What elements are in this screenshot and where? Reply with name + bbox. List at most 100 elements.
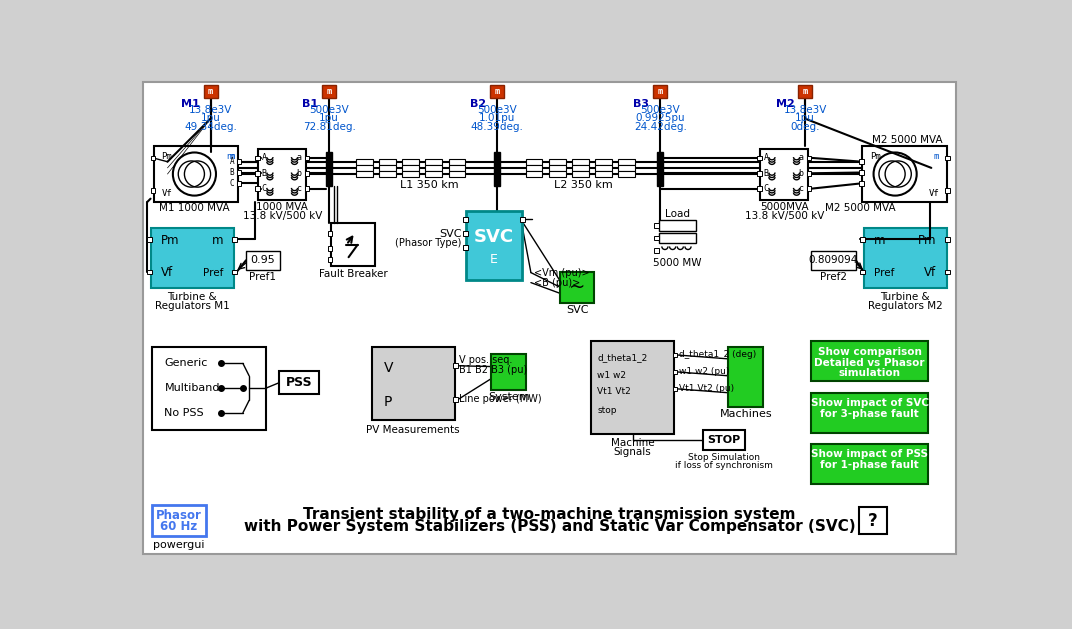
Text: Pm: Pm xyxy=(161,234,180,247)
Bar xyxy=(148,237,152,242)
Text: A: A xyxy=(229,157,235,166)
Bar xyxy=(757,155,762,160)
Text: m: m xyxy=(208,87,213,96)
Text: 13.8e3V: 13.8e3V xyxy=(189,105,233,114)
Text: ?: ? xyxy=(868,511,878,530)
Text: (Phasor Type): (Phasor Type) xyxy=(396,238,462,248)
Text: M2: M2 xyxy=(775,99,794,109)
Text: 500e3V: 500e3V xyxy=(477,105,517,114)
Bar xyxy=(653,86,667,98)
Bar xyxy=(356,171,373,177)
Bar xyxy=(328,247,332,251)
Text: Machine: Machine xyxy=(611,438,654,448)
Bar xyxy=(864,228,947,288)
Bar xyxy=(148,269,152,274)
Bar xyxy=(153,147,238,202)
Bar xyxy=(654,223,658,228)
Text: L2 350 km: L2 350 km xyxy=(554,180,613,190)
Text: Fault Breaker: Fault Breaker xyxy=(318,269,387,279)
Bar xyxy=(812,341,928,381)
Bar xyxy=(490,86,504,98)
Text: powergui: powergui xyxy=(153,540,205,550)
Text: M2 5000 MVA: M2 5000 MVA xyxy=(873,135,943,145)
Bar xyxy=(859,181,864,186)
Text: A: A xyxy=(262,153,267,162)
Bar xyxy=(595,165,612,171)
Text: 0.9925pu: 0.9925pu xyxy=(636,113,685,123)
Bar xyxy=(812,251,855,269)
Text: 1pu: 1pu xyxy=(795,113,815,123)
Bar xyxy=(152,505,206,536)
Text: Vf: Vf xyxy=(161,266,174,279)
Bar xyxy=(255,171,259,175)
Text: Pm: Pm xyxy=(918,234,936,247)
Bar xyxy=(233,237,237,242)
Bar xyxy=(233,269,237,274)
Bar xyxy=(657,152,664,186)
Bar xyxy=(571,171,589,177)
Bar xyxy=(150,155,155,160)
Text: B: B xyxy=(763,169,769,178)
Text: if loss of synchronism: if loss of synchronism xyxy=(675,461,773,470)
Text: Phasor: Phasor xyxy=(157,509,202,523)
Text: System: System xyxy=(488,392,530,403)
Text: B1: B1 xyxy=(302,99,318,109)
Text: Detailed vs Phasor: Detailed vs Phasor xyxy=(815,358,925,368)
Bar xyxy=(757,186,762,191)
Bar xyxy=(525,171,542,177)
Bar xyxy=(672,353,678,357)
Bar xyxy=(617,159,635,165)
Bar xyxy=(672,387,678,391)
Text: m: m xyxy=(934,152,939,162)
Bar xyxy=(617,171,635,177)
Bar xyxy=(237,181,241,186)
Text: 500e3V: 500e3V xyxy=(310,105,349,114)
Bar xyxy=(372,347,455,420)
Bar xyxy=(204,86,218,98)
Bar xyxy=(617,165,635,171)
Text: 1pu: 1pu xyxy=(200,113,221,123)
Text: SVC: SVC xyxy=(440,229,462,239)
Bar xyxy=(152,347,266,430)
Bar xyxy=(331,223,375,267)
Bar xyxy=(549,159,566,165)
Bar xyxy=(304,171,309,175)
Text: m: m xyxy=(327,87,331,96)
Text: Vf: Vf xyxy=(924,266,936,279)
Bar xyxy=(304,186,309,191)
Text: V: V xyxy=(384,361,393,375)
Bar xyxy=(525,159,542,165)
Bar xyxy=(757,171,762,175)
Bar xyxy=(356,159,373,165)
Text: c: c xyxy=(297,184,301,193)
Text: b: b xyxy=(799,169,804,178)
Text: B: B xyxy=(229,168,235,177)
Text: B: B xyxy=(262,169,267,178)
Text: B2: B2 xyxy=(471,99,487,109)
Text: B3: B3 xyxy=(634,99,650,109)
Bar xyxy=(255,155,259,160)
Bar xyxy=(463,231,467,236)
Bar xyxy=(448,159,465,165)
Bar xyxy=(279,371,319,394)
Text: 72.81deg.: 72.81deg. xyxy=(302,121,356,131)
Text: Load: Load xyxy=(665,209,689,219)
Text: Pm: Pm xyxy=(161,152,173,162)
Text: C: C xyxy=(229,179,235,188)
Text: a: a xyxy=(799,153,804,162)
Bar xyxy=(561,272,594,303)
Text: with Power System Stabilizers (PSS) and Static Var Compensator (SVC): with Power System Stabilizers (PSS) and … xyxy=(243,519,855,534)
Text: Show comparison: Show comparison xyxy=(818,347,922,357)
Bar xyxy=(728,347,763,406)
Text: Show impact of PSS: Show impact of PSS xyxy=(812,449,928,459)
Bar xyxy=(245,251,280,269)
Bar xyxy=(654,248,658,253)
Bar xyxy=(426,171,443,177)
Bar xyxy=(258,150,307,200)
Bar xyxy=(595,159,612,165)
Bar xyxy=(799,86,812,98)
Text: Line power (MW): Line power (MW) xyxy=(459,394,542,404)
Bar xyxy=(494,152,501,186)
Bar xyxy=(946,237,950,242)
Text: d_theta1_2 (deg): d_theta1_2 (deg) xyxy=(679,350,756,360)
